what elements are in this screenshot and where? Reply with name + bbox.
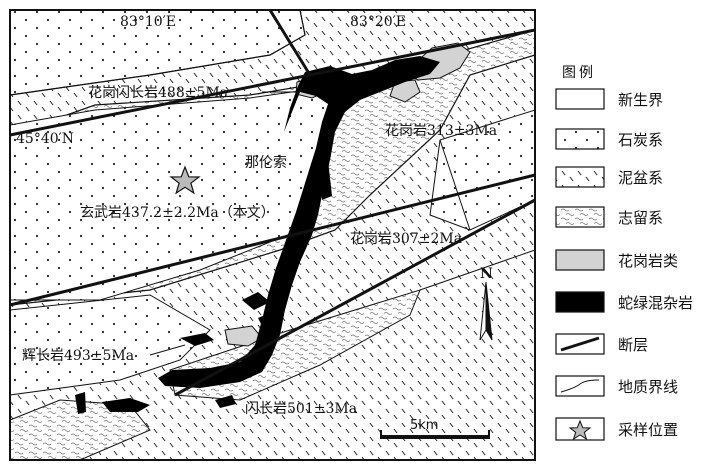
longitude-label-west: 83°10′E xyxy=(120,14,176,30)
legend: 图例 新生界 石炭系 泥盆系 志留系 花岗岩类 蛇绿混杂岩 断层 地质界线 采样… xyxy=(555,65,693,441)
legend-swatch-silurian xyxy=(555,206,605,228)
scale-bar-label: 5km xyxy=(410,418,438,433)
legend-label-cenozoic: 新生界 xyxy=(618,91,663,109)
legend-label-silurian: 志留系 xyxy=(618,209,663,227)
legend-swatch-ophiolite xyxy=(555,291,605,313)
legend-label-granite: 花岗岩类 xyxy=(618,252,678,270)
latitude-label: 45°40′N xyxy=(16,131,74,147)
ophiolite-lens xyxy=(320,160,332,200)
fault-line-north xyxy=(9,28,536,137)
ophiolite-lens xyxy=(102,398,150,412)
sample-label-granite-313: 花岗岩313±3Ma xyxy=(385,123,497,139)
ophiolite-lens xyxy=(180,333,214,346)
legend-swatch-cenozoic xyxy=(555,88,605,110)
sample-location-star-icon xyxy=(169,165,201,195)
sample-label-granite-307: 花岗岩307±2Ma xyxy=(350,231,462,247)
legend-swatch-carboniferous xyxy=(555,128,605,150)
legend-label-sample: 采样位置 xyxy=(618,421,678,439)
fault-line-northwest xyxy=(268,9,312,76)
ophiolite-belt-main xyxy=(158,56,440,388)
granite-body-south xyxy=(224,325,263,347)
sample-label-gabbro: 辉长岩493±5Ma xyxy=(22,348,134,364)
place-name-label: 那伦索 xyxy=(245,154,287,171)
fault-line-south xyxy=(174,198,536,397)
legend-swatch-boundary xyxy=(555,375,605,397)
scale-bar xyxy=(380,430,490,439)
legend-label-ophiolite: 蛇绿混杂岩 xyxy=(618,294,693,312)
north-label: N xyxy=(480,266,493,282)
ophiolite-lens xyxy=(215,395,236,408)
ophiolite-lens xyxy=(242,292,270,310)
geological-boundary xyxy=(439,139,471,231)
sample-label-granodiorite: 花岗闪长岩488±5Ma xyxy=(88,85,228,101)
map-area: 83°10′E 83°20′E 45°40′N 那伦索 花岗闪长岩488±5Ma… xyxy=(9,9,536,461)
legend-label-devonian: 泥盆系 xyxy=(618,169,663,187)
legend-swatch-devonian xyxy=(555,166,605,188)
carboniferous-unit-east xyxy=(429,109,536,231)
geological-boundary xyxy=(9,9,306,96)
sample-label-basalt: 玄武岩437.2±2.2Ma（本文） xyxy=(80,204,275,221)
fault-symbol-icon xyxy=(560,336,600,352)
ophiolite-lens xyxy=(258,312,276,326)
boundary-symbol-icon xyxy=(560,379,600,393)
leader-line xyxy=(149,344,186,356)
star-icon xyxy=(568,419,592,441)
legend-swatch-granite xyxy=(555,249,605,271)
fault-line-central xyxy=(9,173,536,307)
ophiolite-lens xyxy=(75,392,86,414)
legend-label-carboniferous: 石炭系 xyxy=(618,131,663,149)
sample-label-diorite: 闪长岩501±3Ma xyxy=(245,401,357,417)
geological-boundary xyxy=(419,249,536,291)
longitude-label-east: 83°20′E xyxy=(350,14,406,30)
north-arrow-icon xyxy=(479,281,493,341)
granite-body-northeast-small xyxy=(389,79,421,103)
map-frame xyxy=(9,9,536,461)
legend-label-boundary: 地质界线 xyxy=(618,378,678,396)
legend-label-fault: 断层 xyxy=(618,336,648,354)
legend-title: 图例 xyxy=(562,65,596,81)
ophiolite-lens xyxy=(345,82,365,96)
